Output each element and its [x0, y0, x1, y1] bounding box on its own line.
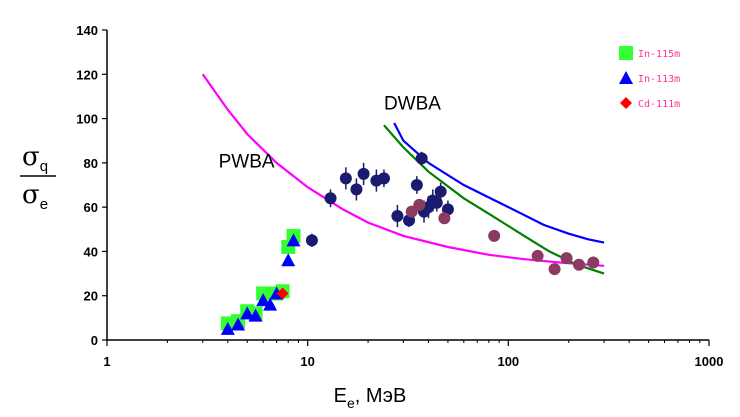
data-point-circle [413, 198, 426, 211]
axes: 0 20 40 60 80 100 120 140 1 10 100 1000 [76, 23, 723, 369]
data-point-circle [391, 210, 404, 222]
point-group [220, 151, 600, 335]
y-axis-label-denominator: σe [22, 180, 48, 213]
y-tick-label: 40 [84, 244, 98, 259]
data-point-triangle [256, 293, 271, 307]
data-point-circle [573, 258, 586, 271]
data-point-circle [350, 183, 363, 196]
y-tick-label: 60 [84, 200, 98, 215]
y-tick-label: 120 [76, 67, 98, 82]
y-tick-label: 0 [91, 333, 98, 348]
curve-dwba-1 [393, 122, 605, 244]
data-point-diamond [276, 287, 289, 300]
x-tick-label: 100 [497, 354, 519, 369]
data-point-triangle [220, 321, 235, 335]
data-point-triangle [286, 233, 301, 247]
data-point-circle [560, 252, 573, 265]
data-point-circle [587, 256, 600, 269]
data-point-triangle [248, 308, 263, 322]
y-tick-label: 20 [84, 289, 98, 304]
data-point-circle [357, 167, 370, 180]
data-point-circle [488, 229, 501, 242]
y-axis-label-numerator: σq [22, 142, 48, 175]
legend-label: In-115m [638, 49, 680, 60]
legend-marker [619, 46, 633, 60]
annotation-dwba: DWBA [384, 94, 441, 115]
x-tick-label: 1000 [695, 354, 724, 369]
legend-marker [620, 97, 632, 109]
axis-labels: PWBA DWBA Ee, МэВ σq σe [20, 94, 441, 411]
x-tick-label: 1 [103, 354, 110, 369]
data-point-circle [430, 196, 443, 209]
data-point-circle [377, 172, 390, 185]
data-point-circle [339, 172, 352, 185]
data-point-circle [434, 185, 447, 198]
y-tick-label: 80 [84, 156, 98, 171]
x-tick-label: 10 [300, 354, 314, 369]
data-point-circle [531, 249, 544, 262]
data-point-triangle [240, 306, 255, 320]
data-point-circle [438, 212, 451, 225]
legend: In-115m In-113m Cd-111m [619, 46, 680, 110]
data-point-circle [548, 263, 561, 276]
data-point-circle [305, 234, 318, 247]
legend-marker [619, 71, 633, 84]
data-point-triangle [281, 253, 296, 267]
legend-label: Cd-111m [638, 99, 680, 110]
annotation-pwba: PWBA [219, 151, 275, 172]
data-point-circle [415, 152, 428, 165]
x-axis-label: Ee, МэВ [334, 385, 407, 411]
data-point-circle [410, 179, 423, 191]
data-point-triangle [263, 297, 278, 311]
data-point-triangle [231, 317, 246, 331]
curve-pwba-0 [201, 73, 605, 267]
y-tick-label: 140 [76, 23, 98, 38]
y-tick-label: 100 [76, 112, 98, 127]
data-point-circle [324, 192, 337, 205]
legend-label: In-113m [638, 74, 680, 85]
